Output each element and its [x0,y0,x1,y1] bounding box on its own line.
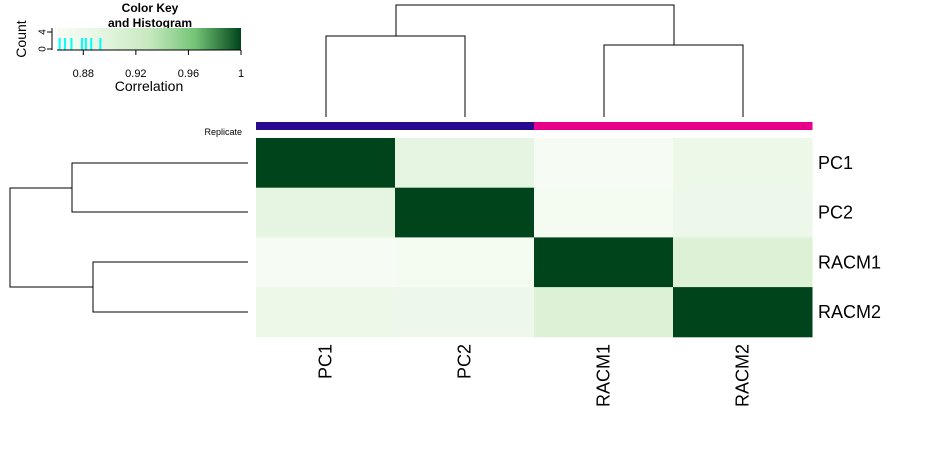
color-key: Color Key and Histogram 0.88 0.92 0.96 1 04… [13,1,244,94]
color-key-y-tick-label: 0 [38,46,49,52]
heatmap-cell-pc1-pc2 [395,138,535,189]
row-label-racm1: RACM1 [818,252,881,272]
row-label-pc2: PC2 [818,203,853,223]
heatmap-cell-racm1-racm2 [673,237,813,288]
color-key-title-line2: and Histogram [108,16,192,30]
side-color-label: Replicate [204,127,242,137]
row-label-racm2: RACM2 [818,302,881,322]
heatmap-cell-racm2-pc1 [256,287,396,338]
heatmap-cell-pc2-pc2 [395,187,535,238]
column-dendrogram-root [395,4,675,45]
side-color-pc2 [395,122,535,130]
row-dendrogram [9,162,248,313]
heatmap-cell-pc1-racm1 [534,138,674,189]
color-key-histogram [58,38,102,50]
color-key-y-label: Count [13,20,29,57]
color-key-gradient [57,28,241,50]
color-key-x-label: Correlation [115,78,183,94]
column-label-racm1: RACM1 [594,344,614,407]
color-key-x-tick-label: 0.88 [73,68,94,80]
color-key-x-axis: 0.88 0.92 0.96 1 [57,49,244,80]
color-key-y-axis: 04 [38,28,53,52]
heatmap-cell-racm2-pc2 [395,287,535,338]
column-label-racm2: RACM2 [733,344,753,407]
heatmap-cell-racm2-racm2 [673,287,813,338]
color-key-title-line1: Color Key [122,1,179,15]
row-label-pc1: PC1 [818,153,853,173]
column-label-pc1: PC1 [316,344,336,379]
heatmap-cell-pc2-pc1 [256,187,396,238]
heatmap-cell-pc2-racm2 [673,187,813,238]
heatmap-cell-pc2-racm1 [534,187,674,238]
side-color-racm2 [673,122,813,130]
heatmap-cell-racm1-racm1 [534,237,674,288]
row-dendrogram-root [9,187,93,288]
column-labels: PC1 PC2 RACM1 RACM2 [316,344,753,407]
column-dendrogram-pc-branch [325,35,466,117]
color-key-x-tick-label: 0.96 [178,68,199,80]
side-color-bar [256,122,813,130]
column-dendrogram [325,4,744,117]
side-color-pc1 [256,122,396,130]
heatmap-cell-racm1-pc2 [395,237,535,288]
row-dendrogram-pc-branch [71,162,248,213]
color-key-x-tick-label: 0.92 [125,68,146,80]
column-label-pc2: PC2 [455,344,475,379]
row-labels: PC1 PC2 RACM1 RACM2 [818,153,881,322]
heatmap-cell-racm2-racm1 [534,287,674,338]
heatmap-cell-pc1-pc1 [256,138,396,189]
heatmap-cell-racm1-pc1 [256,237,396,288]
heatmap-cell-pc1-racm2 [673,138,813,189]
row-dendrogram-racm-branch [92,261,248,313]
color-key-y-tick-label: 4 [38,29,49,35]
color-key-x-tick-label: 1 [238,68,244,80]
column-dendrogram-racm-branch [603,44,744,117]
side-color-racm1 [534,122,674,130]
heatmap-cells [256,138,813,338]
